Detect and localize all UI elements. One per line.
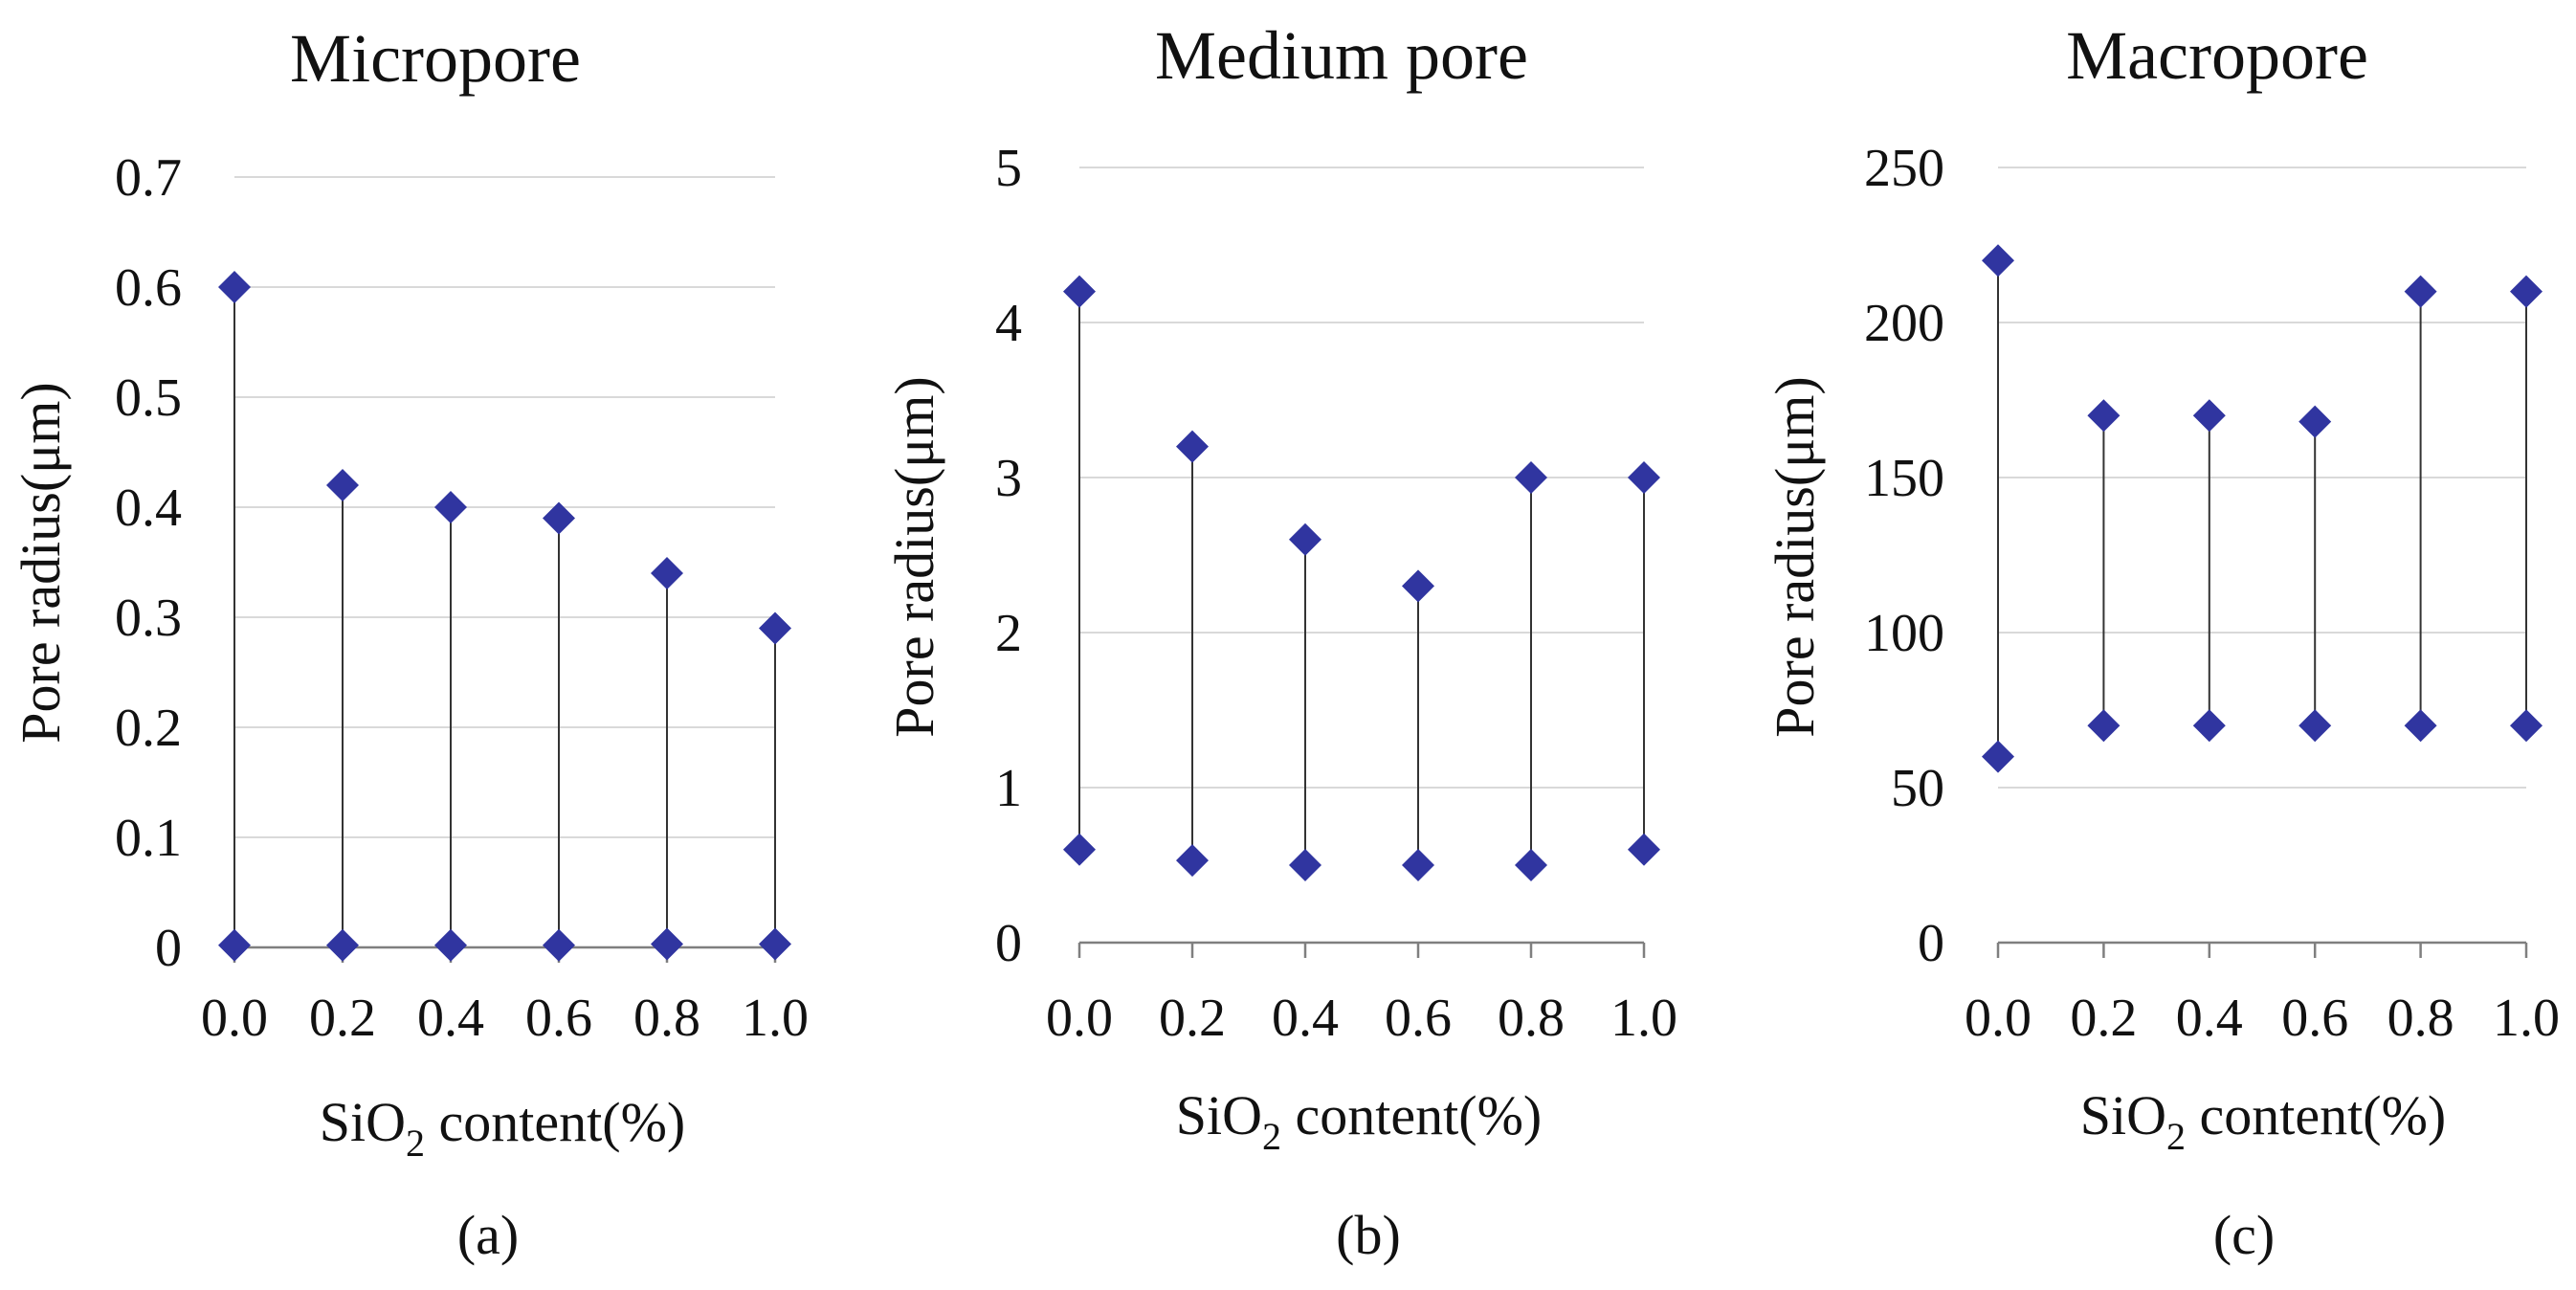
data-point-min [2087,709,2121,743]
data-point-max [2510,275,2543,308]
x-tick-label: 0.2 [309,989,376,1048]
x-tick-label: 0.4 [1272,989,1339,1048]
x-tick-label: 0.4 [2176,989,2243,1048]
data-point-min [651,927,683,961]
x-tick-label: 0.8 [633,989,700,1048]
data-point-min [1176,844,1209,878]
data-point-max [218,271,251,303]
y-tick-label: 3 [995,449,1022,508]
x-tick-label: 1.0 [742,989,809,1048]
data-point-min [759,927,791,961]
y-tick-label: 50 [1891,759,1944,818]
x-axis-label: SiO2 content(%) [1176,1084,1542,1158]
data-point-max [2404,275,2437,308]
data-point-max [759,612,791,645]
data-point-min [2298,709,2332,743]
y-axis-label: Pore radius(μm) [1764,376,1826,737]
y-axis-label: Pore radius(μm) [883,376,945,737]
x-axis-label-rest: content(%) [425,1091,685,1153]
data-point-min [326,928,359,962]
x-axis-label-rest: content(%) [1281,1084,1542,1146]
x-tick-label: 0.6 [1385,989,1452,1048]
data-point-min [2192,709,2226,743]
y-tick-label: 250 [1864,139,1944,198]
chart-panel-b: Medium pore 0 1 2 3 4 5 0.0 0.2 0.4 0.6 0.8 1.0 Pore … [883,17,1677,1266]
x-axis-label-subscript: 2 [2166,1115,2186,1158]
x-axis-label: SiO2 content(%) [320,1091,685,1165]
data-point-max [434,491,467,523]
data-point-max [1063,275,1096,308]
panel-label: (c) [2213,1204,2275,1266]
chart-title: Macropore [2066,17,2368,94]
data-point-min [1982,740,2014,773]
data-point-min [543,928,575,962]
x-axis-label-main: SiO [2080,1084,2166,1146]
y-tick-label: 200 [1864,294,1944,353]
y-axis-label: Pore radius(μm) [10,382,72,743]
data-point-max [1402,569,1434,603]
x-axis-label-rest: content(%) [2186,1084,2446,1146]
data-point-max [2087,399,2121,433]
y-tick-label: 0.4 [115,478,182,538]
data-point-max [2192,399,2226,433]
data-point-max [651,557,683,589]
data-point-min [2404,709,2437,743]
y-tick-label: 4 [995,294,1022,353]
data-point-max [543,501,575,535]
x-tick-label: 0.6 [525,989,592,1048]
y-tick-label: 0 [995,914,1022,973]
panel-label: (b) [1336,1204,1401,1266]
x-tick-label: 1.0 [1610,989,1677,1048]
y-tick-label: 0 [1918,914,1944,973]
y-tick-label: 100 [1864,604,1944,663]
data-point-min [1628,833,1660,866]
data-point-max [2298,405,2332,438]
y-tick-label: 150 [1864,449,1944,508]
panel-label: (a) [457,1204,519,1266]
x-axis-label-subscript: 2 [406,1122,425,1165]
data-point-max [1628,461,1660,494]
data-point-max [1982,244,2014,278]
data-point-min [1402,849,1434,881]
y-tick-label: 2 [995,604,1022,663]
chart-title: Medium pore [1155,17,1528,94]
data-point-min [434,928,467,962]
y-tick-label: 0.7 [115,148,182,208]
data-point-max [326,469,359,501]
x-tick-label: 0.8 [2387,989,2454,1048]
x-tick-label: 0.0 [1046,989,1113,1048]
x-tick-label: 0.0 [201,989,268,1048]
x-tick-label: 0.6 [2281,989,2348,1048]
data-point-max [1515,461,1547,494]
y-tick-label: 5 [995,139,1022,198]
x-axis-label-subscript: 2 [1262,1115,1281,1158]
data-point-min [1063,833,1096,866]
x-tick-label: 0.2 [1159,989,1226,1048]
y-tick-label: 0.5 [115,368,182,428]
x-tick-label: 0.2 [2070,989,2137,1048]
y-tick-label: 0.1 [115,809,182,868]
x-tick-label: 0.4 [417,989,484,1048]
y-tick-label: 0 [155,919,182,978]
x-axis-label: SiO2 content(%) [2080,1084,2446,1158]
y-tick-label: 0.6 [115,258,182,318]
data-point-min [1289,849,1321,881]
x-axis-label-main: SiO [1176,1084,1262,1146]
x-tick-label: 0.8 [1498,989,1565,1048]
data-point-min [1515,849,1547,881]
data-point-min [2510,709,2543,743]
chart-panel-c: Macropore 0 50 100 150 200 250 0.0 0.2 0.4 0.6 0.8 1… [1764,17,2560,1266]
data-point-min [218,928,251,962]
data-point-max [1289,523,1321,556]
y-tick-label: 1 [995,759,1022,818]
x-tick-label: 0.0 [1965,989,2032,1048]
chart-panel-a: Micropore 0 0.1 0.2 0.3 0.4 0.5 0.6 0.7 0.0 0.2 0.4… [10,20,809,1266]
x-axis-label-main: SiO [320,1091,406,1153]
x-tick-label: 1.0 [2493,989,2560,1048]
chart-title: Micropore [290,20,581,97]
y-tick-label: 0.2 [115,699,182,758]
data-point-max [1176,430,1209,463]
y-tick-label: 0.3 [115,589,182,648]
